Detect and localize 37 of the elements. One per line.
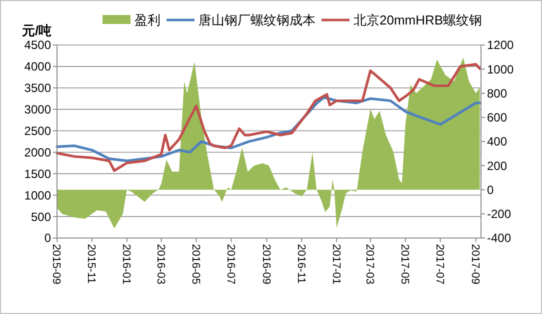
line-series [56, 63, 482, 172]
x-tick-label: 2017-01 [330, 244, 342, 284]
legend-label: 北京20mmHRB螺纹钢 [354, 12, 482, 28]
y-tick-label: 4500 [24, 38, 52, 52]
x-tick-label: 2015-09 [50, 244, 62, 284]
y-tick-label: 4000 [24, 60, 52, 74]
y-tick-label: 3500 [24, 81, 52, 96]
y2-tick-label: 400 [487, 134, 508, 149]
y2-tick-label: 800 [487, 86, 508, 100]
y-tick-label: 0 [44, 231, 52, 246]
y-tick-label: 1500 [24, 166, 52, 181]
y2-tick-label: -400 [487, 231, 512, 246]
y2-tick-label: -200 [487, 207, 512, 222]
legend-label: 唐山钢厂螺纹钢成本 [198, 12, 316, 28]
legend-label: 盈利 [134, 12, 160, 28]
y-tick-label: 2500 [24, 124, 52, 138]
y2-tick-label: 200 [487, 158, 508, 173]
y-tick-label: 2000 [24, 145, 52, 160]
x-tick-label: 2017-05 [398, 244, 411, 284]
y2-tick-label: 1000 [487, 62, 514, 76]
y2-tick-label: 1200 [487, 38, 514, 52]
x-tick-label: 2017-03 [364, 244, 376, 284]
y-axis-title: 元/吨 [21, 23, 52, 38]
x-tick-label: 2015-11 [85, 244, 98, 284]
x-tick-label: 2017-09 [468, 244, 481, 284]
x-tick-label: 2016-09 [260, 244, 272, 284]
x-tick-label: 2016-01 [120, 244, 132, 284]
x-tick-label: 2016-11 [294, 244, 307, 284]
x-tick-label: 2017-07 [433, 244, 446, 284]
y2-tick-label: 600 [487, 110, 508, 125]
x-tick-label: 2016-03 [154, 244, 166, 284]
x-tick-label: 2016-05 [189, 244, 202, 284]
x-tick-label: 2016-07 [224, 244, 236, 284]
y-tick-label: 3000 [24, 102, 52, 117]
y-tick-label: 1000 [24, 188, 52, 202]
y2-tick-label: 0 [487, 182, 494, 197]
y-tick-label: 500 [30, 210, 52, 224]
